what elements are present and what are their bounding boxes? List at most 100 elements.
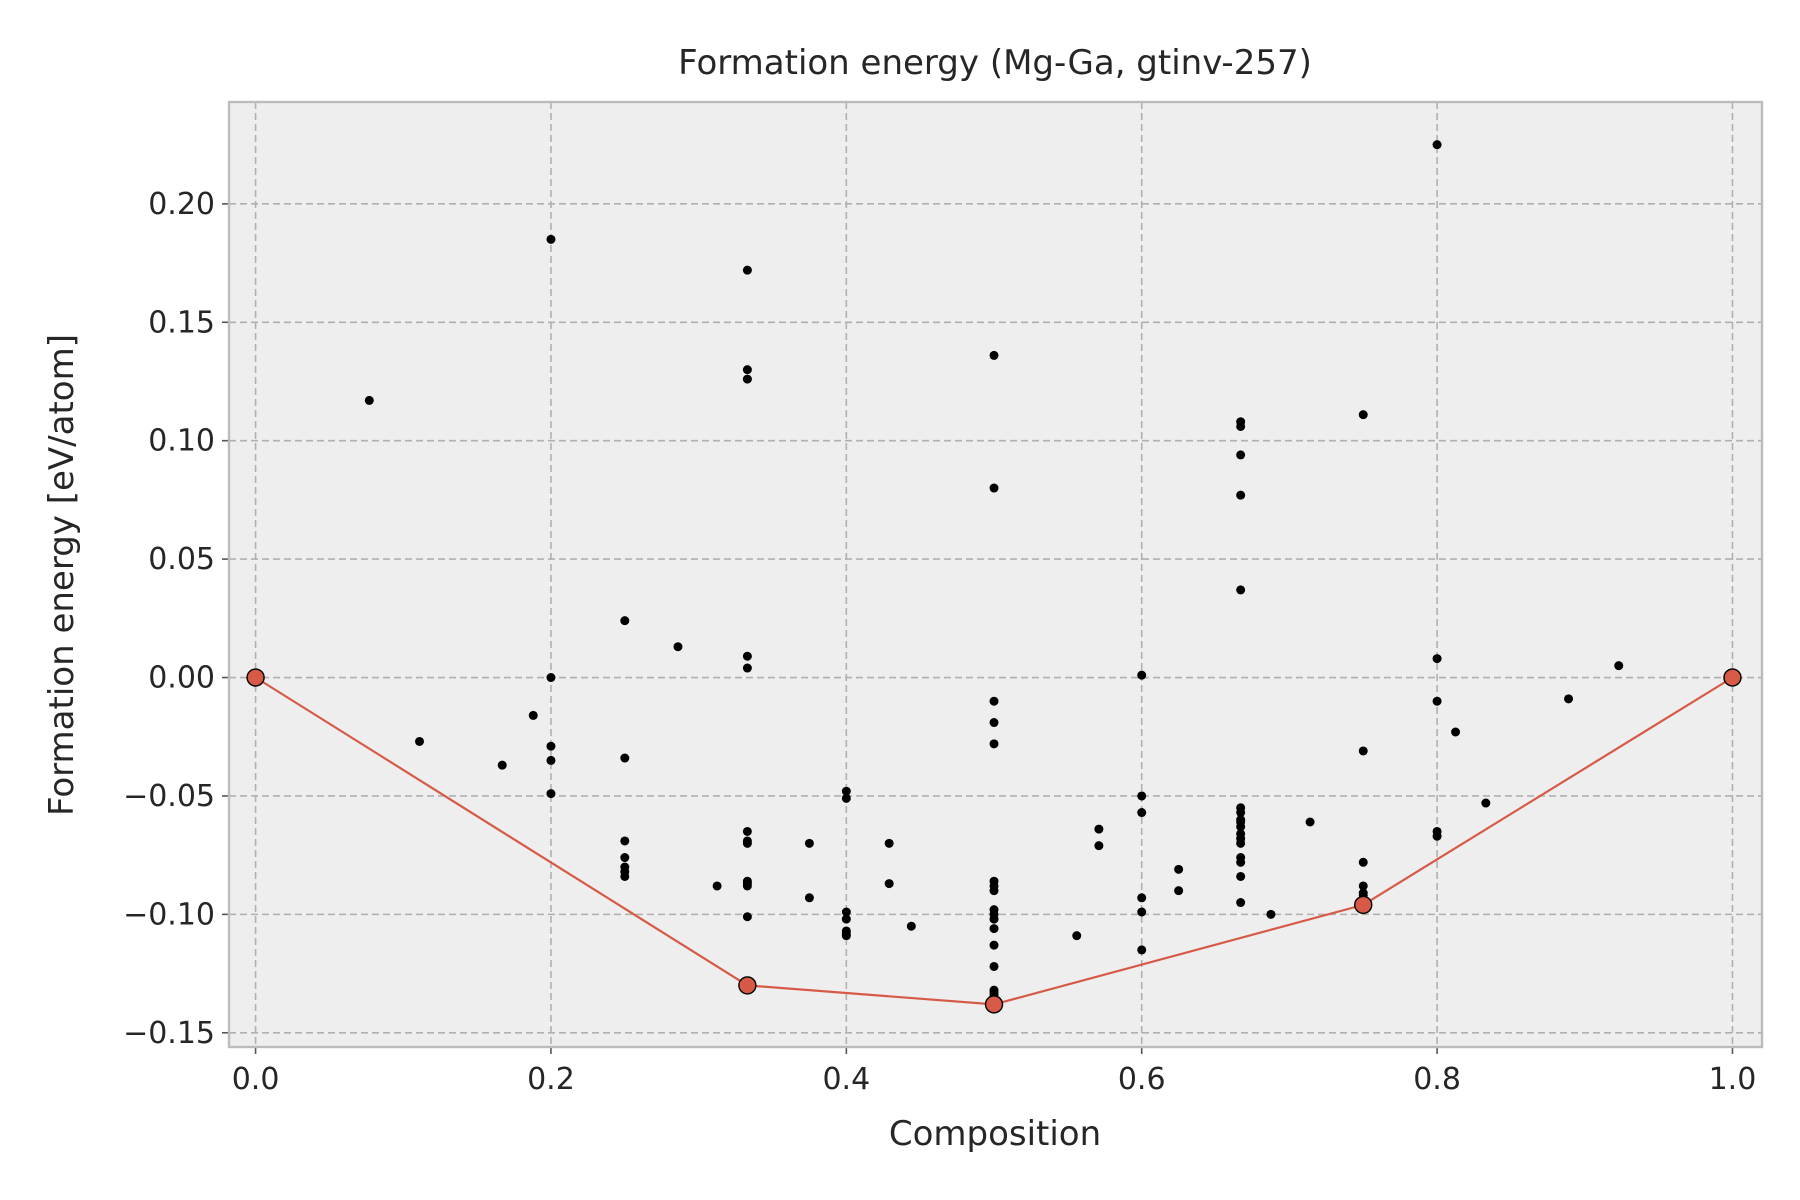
structure-point (1236, 490, 1246, 500)
structure-point (1481, 798, 1491, 808)
convex-hull (246, 668, 1742, 1014)
structure-point (1432, 696, 1442, 706)
structure-point (989, 483, 999, 493)
axis-ticks: 0.0 0.2 0.4 0.6 0.8 1.0 −0.15 −0.10 −0.05 0.00 0.0… (123, 187, 1756, 1097)
structure-point (1137, 893, 1147, 903)
structure-point (1358, 410, 1368, 420)
y-tick-label: 0.00 (148, 661, 215, 696)
structure-point (1236, 871, 1246, 881)
y-tick-label: 0.20 (148, 187, 215, 222)
hull-point (984, 995, 1004, 1014)
structure-point (989, 940, 999, 950)
structure-point (1236, 898, 1246, 908)
structure-point (620, 836, 630, 846)
structure-point (989, 924, 999, 934)
plot-area (229, 102, 1762, 1047)
structure-point (546, 755, 556, 765)
structure-point (841, 914, 851, 924)
structure-point (546, 673, 556, 683)
hull-point (246, 668, 265, 687)
structure-point (620, 753, 630, 763)
structure-point (989, 961, 999, 971)
structure-point (742, 912, 752, 922)
structure-point (620, 853, 630, 863)
hull-point (1723, 668, 1742, 687)
structure-point (742, 663, 752, 673)
structure-point (742, 651, 752, 661)
structure-point (742, 265, 752, 275)
structure-point (497, 760, 507, 770)
structure-point (620, 867, 630, 877)
structure-point (742, 838, 752, 848)
structure-point (742, 374, 752, 384)
structure-point (804, 838, 814, 848)
structure-point (1236, 857, 1246, 867)
structure-point (1236, 808, 1246, 818)
structure-point (1358, 746, 1368, 756)
structure-point (1137, 945, 1147, 955)
structure-point (989, 886, 999, 896)
structure-point (884, 879, 894, 889)
structure-point (1137, 670, 1147, 680)
structure-point (989, 739, 999, 749)
y-tick-label: −0.05 (123, 779, 215, 814)
structure-point (1072, 931, 1082, 941)
structure-point (742, 879, 752, 889)
structure-point (906, 921, 916, 931)
structure-point (1174, 864, 1184, 874)
y-tick-label: 0.10 (148, 424, 215, 459)
structure-point (546, 234, 556, 244)
x-tick-label: 0.4 (822, 1062, 870, 1097)
structure-point (546, 741, 556, 751)
structure-point (884, 838, 894, 848)
y-tick-label: 0.15 (148, 305, 215, 340)
x-tick-label: 1.0 (1709, 1062, 1757, 1097)
structure-point (415, 736, 425, 746)
x-tick-label: 0.8 (1413, 1062, 1461, 1097)
plot-frame (227, 100, 1764, 1049)
structure-point (989, 696, 999, 706)
structure-point (364, 395, 374, 405)
structure-point (1266, 909, 1276, 919)
structure-point (989, 718, 999, 728)
structure-point (620, 616, 630, 626)
structure-point (841, 786, 851, 796)
x-tick-label: 0.0 (232, 1062, 280, 1097)
structure-point (989, 914, 999, 924)
y-axis-label: Formation energy [eV/atom] (42, 334, 82, 816)
structure-point (1236, 838, 1246, 848)
structure-point (528, 710, 538, 720)
structure-point (1305, 817, 1315, 827)
structure-point (841, 793, 851, 803)
x-tick-label: 0.2 (527, 1062, 575, 1097)
structure-point (742, 826, 752, 836)
structure-point (1094, 841, 1104, 851)
structure-point (1358, 857, 1368, 867)
structure-point (804, 893, 814, 903)
structure-point (1236, 450, 1246, 460)
structure-point (1236, 585, 1246, 595)
chart-title: Formation energy (Mg-Ga, gtinv-257) (678, 43, 1312, 83)
structure-point (1137, 791, 1147, 801)
structure-point (1236, 421, 1246, 431)
structure-point (841, 907, 851, 917)
structure-point (1432, 654, 1442, 664)
structure-point (712, 881, 722, 891)
structure-point (1614, 661, 1624, 671)
grid (229, 102, 1762, 1047)
x-tick-label: 0.6 (1118, 1062, 1166, 1097)
hull-point (738, 976, 757, 995)
structure-point (1137, 808, 1147, 818)
structure-point (1564, 694, 1574, 704)
y-tick-label: −0.10 (123, 897, 215, 932)
y-tick-label: 0.05 (148, 542, 215, 577)
structure-point (1432, 831, 1442, 841)
structure-point (841, 928, 851, 938)
structure-point (1236, 817, 1246, 827)
structure-point (673, 642, 683, 652)
structure-point (1137, 907, 1147, 917)
structure-point (1358, 881, 1368, 891)
x-axis-label: Composition (889, 1114, 1101, 1154)
structure-point (546, 789, 556, 799)
